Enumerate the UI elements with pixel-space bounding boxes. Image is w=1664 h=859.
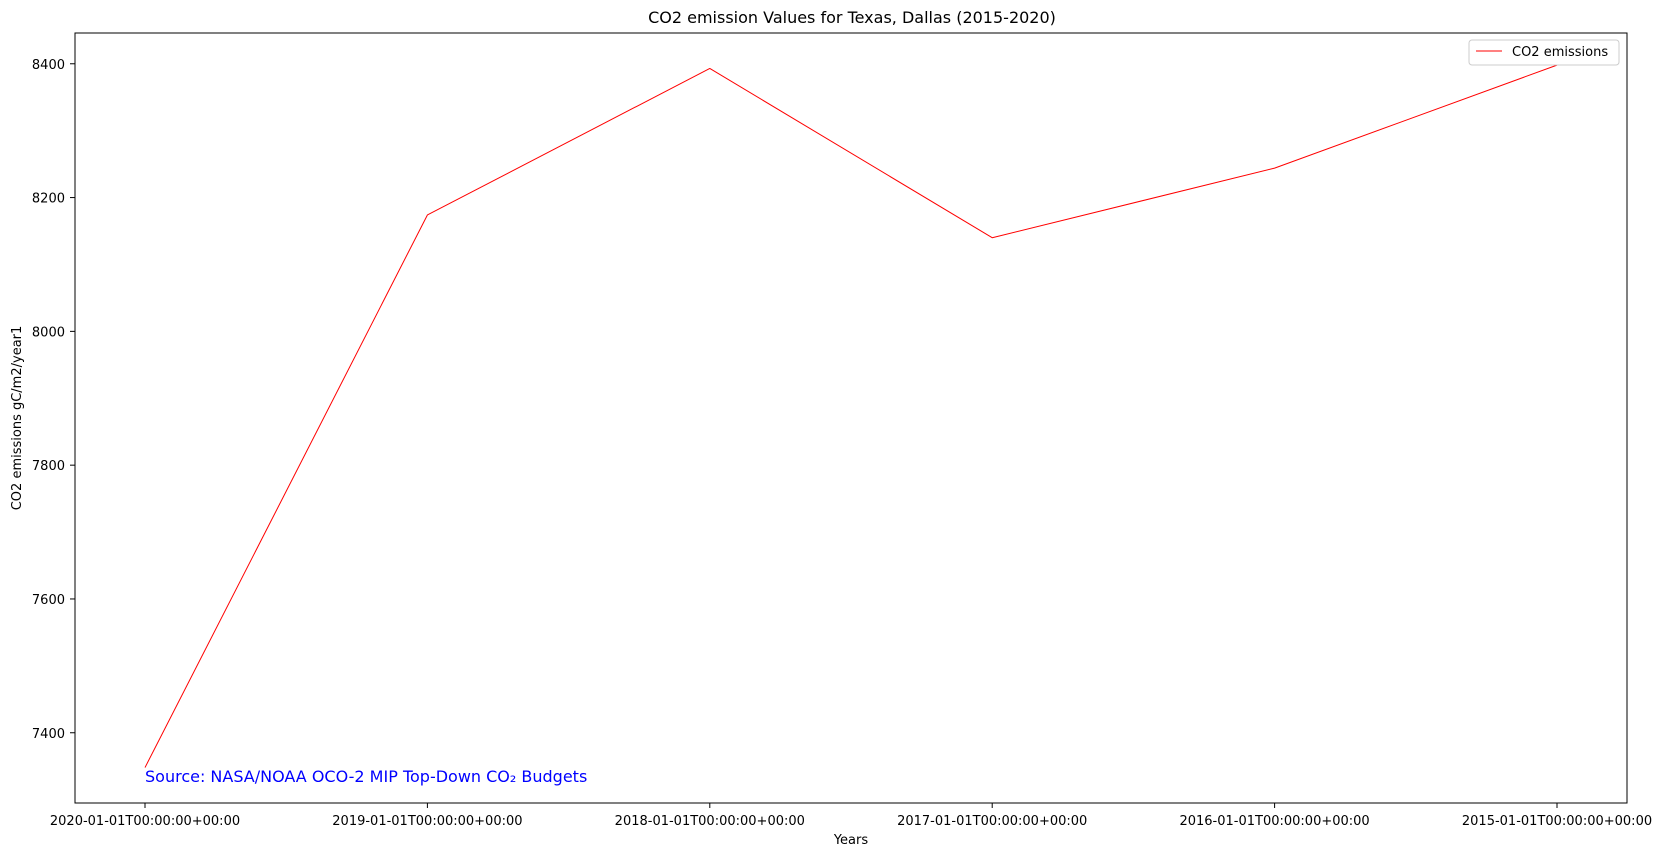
x-axis-ticks: 2020-01-01T00:00:00+00:00 2019-01-01T00:0… (50, 803, 1652, 829)
y-tick-label: 8000 (32, 325, 65, 340)
x-tick-label: 2015-01-01T00:00:00+00:00 (1462, 814, 1652, 829)
source-annotation: Source: NASA/NOAA OCO-2 MIP Top-Down CO₂… (145, 767, 587, 786)
legend: CO2 emissions (1468, 39, 1620, 66)
x-tick-label: 2019-01-01T00:00:00+00:00 (332, 814, 522, 829)
plot-frame (74, 32, 1628, 804)
x-axis-title: Years (833, 833, 869, 848)
y-axis-title: CO2 emissions gC/m2/year1 (10, 326, 25, 511)
y-axis-ticks: 7400 7600 7800 8000 8200 8400 (32, 58, 75, 742)
series-line (144, 64, 1558, 768)
y-tick-label: 7400 (32, 727, 65, 742)
x-tick-label: 2018-01-01T00:00:00+00:00 (615, 814, 805, 829)
y-tick-label: 8400 (32, 58, 65, 73)
legend-box (1468, 39, 1620, 66)
legend-label: CO2 emissions (1512, 45, 1608, 60)
x-tick-label: 2017-01-01T00:00:00+00:00 (897, 814, 1087, 829)
plot-area: 7400 7600 7800 8000 8200 8400 2020-01-01T00:0… (32, 32, 1652, 829)
x-tick-label: 2016-01-01T00:00:00+00:00 (1179, 814, 1369, 829)
series-layer (144, 64, 1558, 768)
x-tick-label: 2020-01-01T00:00:00+00:00 (50, 814, 240, 829)
y-tick-label: 8200 (32, 192, 65, 207)
y-tick-label: 7600 (32, 593, 65, 608)
y-tick-label: 7800 (32, 459, 65, 474)
chart-title: CO2 emission Values for Texas, Dallas (2… (648, 8, 1056, 27)
